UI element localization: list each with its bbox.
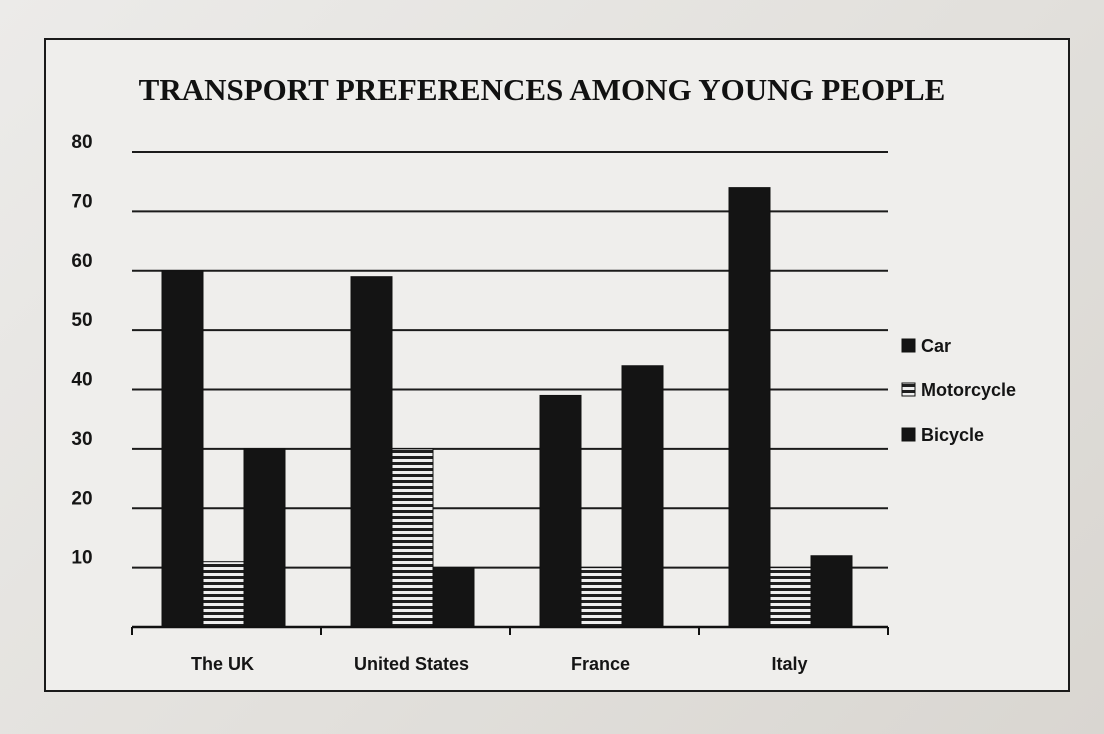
legend-swatch-bicycle <box>901 427 916 442</box>
bar-motorcycle-united-states <box>391 448 434 628</box>
bar-motorcycle-italy <box>769 567 812 628</box>
bar-car-united-states <box>350 276 393 628</box>
y-axis-ticks: 10 20 30 40 50 60 70 80 <box>71 132 92 569</box>
y-tick-label: 60 <box>71 251 92 272</box>
y-tick-label: 50 <box>71 310 92 331</box>
x-category-label: The UK <box>191 654 254 674</box>
chart-title: TRANSPORT PREFERENCES AMONG YOUNG PEOPLE <box>139 72 946 107</box>
y-tick-label: 20 <box>71 488 92 509</box>
legend-label-car: Car <box>921 336 951 356</box>
y-tick-label: 70 <box>71 191 92 212</box>
x-axis <box>131 625 889 635</box>
y-tick-label: 80 <box>71 132 92 153</box>
y-tick-label: 40 <box>71 370 92 391</box>
bars <box>161 187 853 628</box>
bar-car-france <box>539 394 582 628</box>
bar-car-the-uk <box>161 270 204 628</box>
x-axis-categories: The UK United States France Italy <box>191 654 808 674</box>
legend-swatch-car <box>901 338 916 353</box>
legend-label-bicycle: Bicycle <box>921 425 984 445</box>
y-tick-label: 30 <box>71 429 92 450</box>
x-category-label: United States <box>354 654 469 674</box>
bar-motorcycle-france <box>580 567 623 628</box>
legend-label-motorcycle: Motorcycle <box>921 380 1016 400</box>
bar-bicycle-italy <box>810 555 853 628</box>
bar-motorcycle-the-uk <box>202 561 245 628</box>
legend-swatch-motorcycle <box>901 382 916 397</box>
x-category-label: France <box>571 654 630 674</box>
y-tick-label: 10 <box>71 548 92 569</box>
legend: Car Motorcycle Bicycle <box>901 336 1016 445</box>
bar-bicycle-united-states <box>432 567 475 628</box>
x-category-label: Italy <box>771 654 807 674</box>
bar-car-italy <box>728 187 771 628</box>
bar-bicycle-france <box>621 365 664 628</box>
bar-bicycle-the-uk <box>243 448 286 628</box>
